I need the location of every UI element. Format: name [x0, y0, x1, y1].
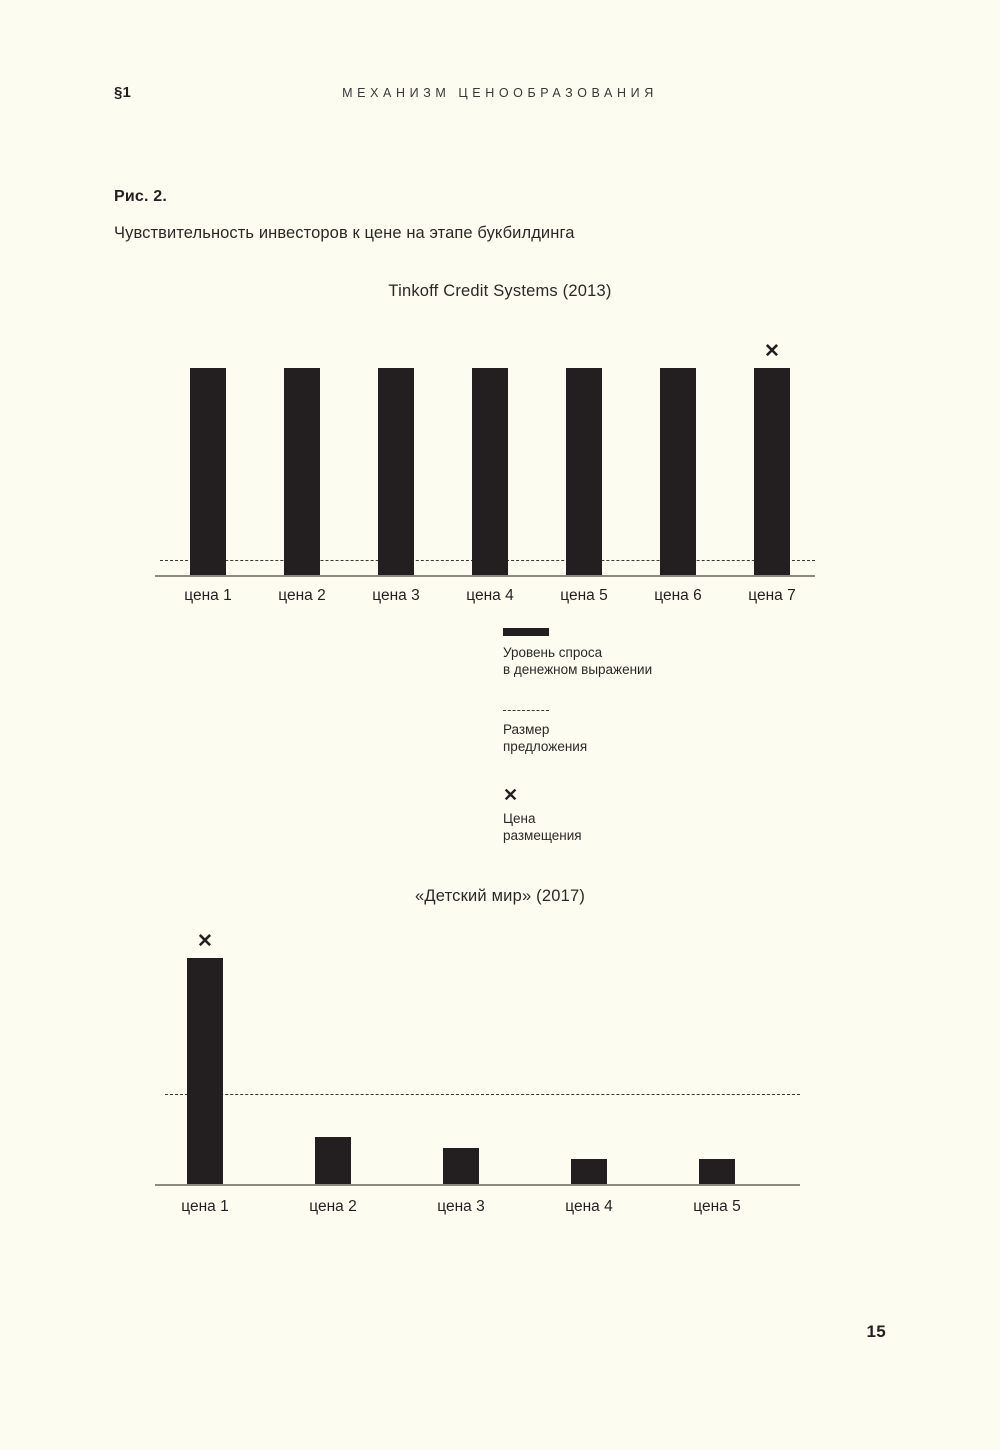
bar-swatch-icon [503, 628, 549, 636]
x-tick-label: цена 4 [466, 587, 514, 604]
x-tick-label: цена 6 [654, 587, 702, 604]
x-tick-label: цена 2 [309, 1198, 357, 1215]
section-marker: §1 [114, 84, 132, 101]
x-axis-line [155, 575, 815, 577]
chart-legend: Уровень спроса в денежном выражении Разм… [503, 628, 763, 844]
legend-label-placement-price: Цена размещения [503, 810, 582, 843]
placement-price-marker: ✕ [764, 340, 780, 362]
chart-two-title: «Детский мир» (2017) [414, 887, 586, 905]
demand-bar [315, 1136, 351, 1184]
chart-one-plot: цена 1 цена 2 цена 3 цена 4 цена 5 цена 6 цена… [155, 320, 815, 604]
cross-marker-icon: ✕ [503, 784, 519, 805]
demand-bar [443, 1147, 479, 1184]
demand-bar [284, 367, 320, 575]
demand-bar [660, 367, 696, 575]
x-tick-label: цена 3 [372, 587, 420, 604]
x-tick-label: цена 3 [437, 1198, 485, 1215]
legend-label-supply: Размер предложения [503, 722, 588, 755]
demand-bar [699, 1159, 735, 1184]
page-number: 15 [866, 1322, 886, 1341]
running-head: §1 МЕХАНИЗМ ЦЕНООБРАЗОВАНИЯ [0, 84, 1000, 110]
x-tick-label: цена 1 [181, 1198, 229, 1215]
demand-bar [472, 367, 508, 575]
legend-label-demand: Уровень спроса в денежном выражении [503, 645, 653, 677]
legend-entry-placement-price: ✕ Цена размещения [503, 786, 763, 844]
dashed-line-swatch-icon [503, 710, 549, 712]
x-tick-label: цена 4 [565, 1198, 613, 1215]
x-tick-label: цена 1 [184, 587, 232, 604]
x-tick-label: цена 2 [278, 587, 326, 604]
supply-size-line [165, 1093, 800, 1095]
placement-price-marker: ✕ [197, 930, 213, 952]
demand-bar [378, 367, 414, 575]
demand-bar [187, 957, 223, 1184]
demand-bar [754, 367, 790, 575]
legend-entry-demand: Уровень спроса в денежном выражении [503, 628, 763, 678]
chart-two-plot: цена 1 ✕ цена 2 цена 3 цена 4 цена 5 [155, 920, 815, 1220]
x-tick-label: цена 5 [560, 587, 608, 604]
demand-bar [566, 367, 602, 575]
demand-bar [571, 1159, 607, 1184]
figure-caption: Чувствительность инвесторов к цене на эт… [114, 224, 575, 242]
chart-one-title: Tinkoff Credit Systems (2013) [388, 282, 612, 300]
demand-bar [190, 367, 226, 575]
x-axis-line [155, 1184, 800, 1186]
legend-entry-supply: Размер предложения [503, 710, 763, 755]
x-tick-label: цена 5 [693, 1198, 741, 1215]
running-title: МЕХАНИЗМ ЦЕНООБРАЗОВАНИЯ [342, 86, 658, 100]
figure-number: Рис. 2. [114, 188, 168, 205]
x-tick-label: цена 7 [748, 587, 796, 604]
